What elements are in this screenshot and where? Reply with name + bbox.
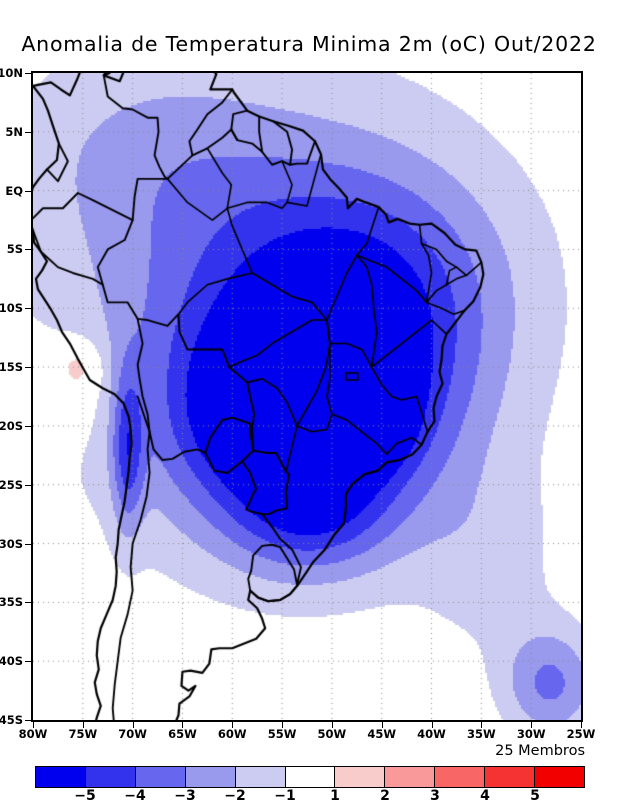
- colorbar-tick-label: −1: [274, 788, 296, 800]
- x-axis-label: 80W: [18, 727, 48, 741]
- y-axis-label: 25S: [0, 477, 23, 492]
- colorbar-tick-label: −4: [124, 788, 146, 800]
- y-axis-label: EQ: [5, 183, 23, 198]
- colorbar[interactable]: [35, 766, 585, 788]
- y-axis-tick: [25, 425, 31, 427]
- page-title: Anomalia de Temperatura Minima 2m (oC) O…: [21, 32, 597, 56]
- y-axis-label: 5N: [5, 124, 23, 139]
- x-axis-label: 65W: [168, 727, 197, 741]
- colorbar-tick-label: 2: [380, 788, 390, 800]
- x-axis-label: 70W: [118, 727, 147, 741]
- x-axis-tick: [481, 722, 483, 728]
- colorbar-tick-label: −2: [224, 788, 246, 800]
- y-axis-label: 40S: [0, 654, 23, 669]
- colorbar-segment[interactable]: [135, 767, 186, 787]
- y-axis-tick: [25, 73, 31, 74]
- x-axis-label: 55W: [267, 727, 297, 741]
- x-axis-label: 60W: [217, 727, 247, 741]
- x-axis-tick: [82, 722, 84, 728]
- y-axis-label: 5S: [6, 242, 23, 257]
- x-axis-tick: [581, 722, 582, 728]
- y-axis-tick: [25, 190, 31, 192]
- y-axis-label: 20S: [0, 418, 23, 433]
- y-axis-tick: [25, 602, 31, 604]
- y-axis-label: 10S: [0, 301, 23, 316]
- y-axis-label: 45S: [0, 713, 23, 727]
- map-canvas-wrapper: [33, 73, 581, 720]
- colorbar-tick-label: −5: [74, 788, 96, 800]
- colorbar-tick-label: −3: [174, 788, 196, 800]
- x-axis-label: 45W: [367, 727, 397, 741]
- colorbar-segment[interactable]: [535, 767, 584, 787]
- colorbar-segment[interactable]: [85, 767, 136, 787]
- y-axis-tick: [25, 308, 31, 310]
- colorbar-segment[interactable]: [335, 767, 386, 787]
- y-axis-label: 10N: [0, 66, 23, 80]
- y-axis-label: 30S: [0, 536, 23, 551]
- map-plot-area[interactable]: [31, 71, 583, 722]
- y-axis-tick: [25, 720, 31, 721]
- colorbar-segment[interactable]: [385, 767, 436, 787]
- colorbar-tick-label: 4: [480, 788, 490, 800]
- colorbar-tick-label: 3: [430, 788, 440, 800]
- colorbar-tick-label: 1: [330, 788, 340, 800]
- x-axis-tick: [33, 722, 34, 728]
- colorbar-segment[interactable]: [285, 767, 336, 787]
- x-axis-tick: [331, 722, 333, 728]
- ensemble-members-note: 25 Membros: [495, 743, 585, 759]
- y-axis-tick: [25, 543, 31, 545]
- x-axis-tick: [282, 722, 284, 728]
- x-axis-tick: [182, 722, 184, 728]
- x-axis-label: 75W: [68, 727, 98, 741]
- y-axis-tick: [25, 131, 31, 133]
- x-axis-tick: [381, 722, 383, 728]
- colorbar-segment[interactable]: [36, 767, 86, 787]
- x-axis-tick: [232, 722, 234, 728]
- y-axis-tick: [25, 661, 31, 663]
- y-axis-label: 15S: [0, 360, 23, 375]
- x-axis-label: 25W: [566, 727, 596, 741]
- y-axis-label: 35S: [0, 595, 23, 610]
- anomaly-heatmap-canvas: [33, 73, 581, 720]
- colorbar-segment[interactable]: [185, 767, 236, 787]
- colorbar-segment[interactable]: [235, 767, 286, 787]
- x-axis-tick: [431, 722, 433, 728]
- x-axis-label: 50W: [317, 727, 347, 741]
- y-axis-tick: [25, 484, 31, 486]
- y-axis-tick: [25, 367, 31, 369]
- y-axis-tick: [25, 249, 31, 251]
- colorbar-tick-label: 5: [530, 788, 540, 800]
- x-axis-tick: [132, 722, 134, 728]
- x-axis-label: 40W: [417, 727, 446, 741]
- x-axis-tick: [531, 722, 533, 728]
- colorbar-segment[interactable]: [435, 767, 486, 787]
- colorbar-segment[interactable]: [485, 767, 536, 787]
- x-axis-label: 30W: [516, 727, 546, 741]
- x-axis-label: 35W: [467, 727, 496, 741]
